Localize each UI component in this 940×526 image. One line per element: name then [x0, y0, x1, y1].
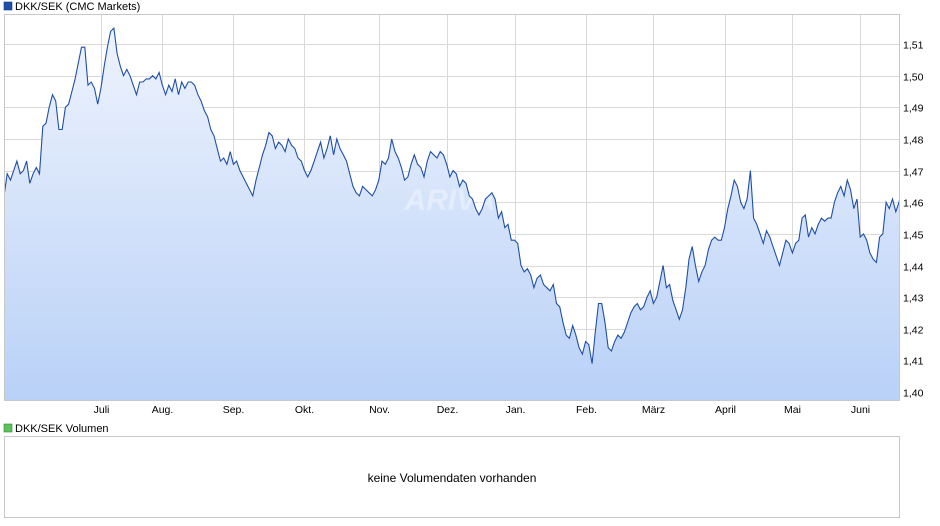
watermark-logo: ARIVA — [403, 184, 495, 217]
x-tick-label: Sep. — [223, 404, 245, 416]
y-tick-label: 1,41 — [903, 356, 924, 368]
price-line — [4, 27, 899, 364]
legend-swatch-main — [3, 1, 13, 11]
price-area-fill — [4, 28, 899, 400]
x-tick-label: Feb. — [576, 404, 597, 416]
x-tick-label: Juni — [851, 404, 870, 416]
x-tick-label: Jan. — [506, 404, 526, 416]
x-tick-label: März — [642, 404, 665, 416]
x-tick-label: Aug. — [152, 404, 174, 416]
y-tick-label: 1,47 — [903, 167, 924, 179]
legend-swatch-volume — [3, 423, 13, 433]
y-tick-label: 1,44 — [903, 262, 924, 274]
y-tick-label: 1,50 — [903, 72, 924, 84]
legend-label-main: DKK/SEK (CMC Markets) — [15, 1, 140, 13]
x-axis-labels: Juli Aug. Sep. Okt. Nov. Dez. Jan. Feb. März Apri… — [94, 404, 871, 416]
x-tick-label: Juli — [94, 404, 110, 416]
x-tick-label: Dez. — [437, 404, 459, 416]
y-tick-label: 1,45 — [903, 230, 924, 242]
volume-no-data-message: keine Volumendaten vorhanden — [368, 471, 537, 485]
x-tick-label: Okt. — [295, 404, 314, 416]
y-tick-label: 1,48 — [903, 135, 924, 147]
x-tick-label: Mai — [784, 404, 801, 416]
plot-frame — [4, 14, 900, 401]
y-tick-label: 1,43 — [903, 293, 924, 305]
volume-panel-frame — [4, 436, 900, 518]
y-tick-label: 1,51 — [903, 40, 924, 52]
y-tick-label: 1,46 — [903, 198, 924, 210]
x-tick-label: April — [715, 404, 736, 416]
x-tick-label: Nov. — [369, 404, 390, 416]
y-tick-label: 1,40 — [903, 388, 924, 400]
legend-label-volume: DKK/SEK Volumen — [15, 423, 109, 435]
y-tick-label: 1,42 — [903, 325, 924, 337]
y-tick-label: 1,49 — [903, 103, 924, 115]
y-axis-labels: 1,40 1,41 1,42 1,43 1,44 1,45 1,46 1,47 1,48 1,49… — [903, 40, 924, 400]
